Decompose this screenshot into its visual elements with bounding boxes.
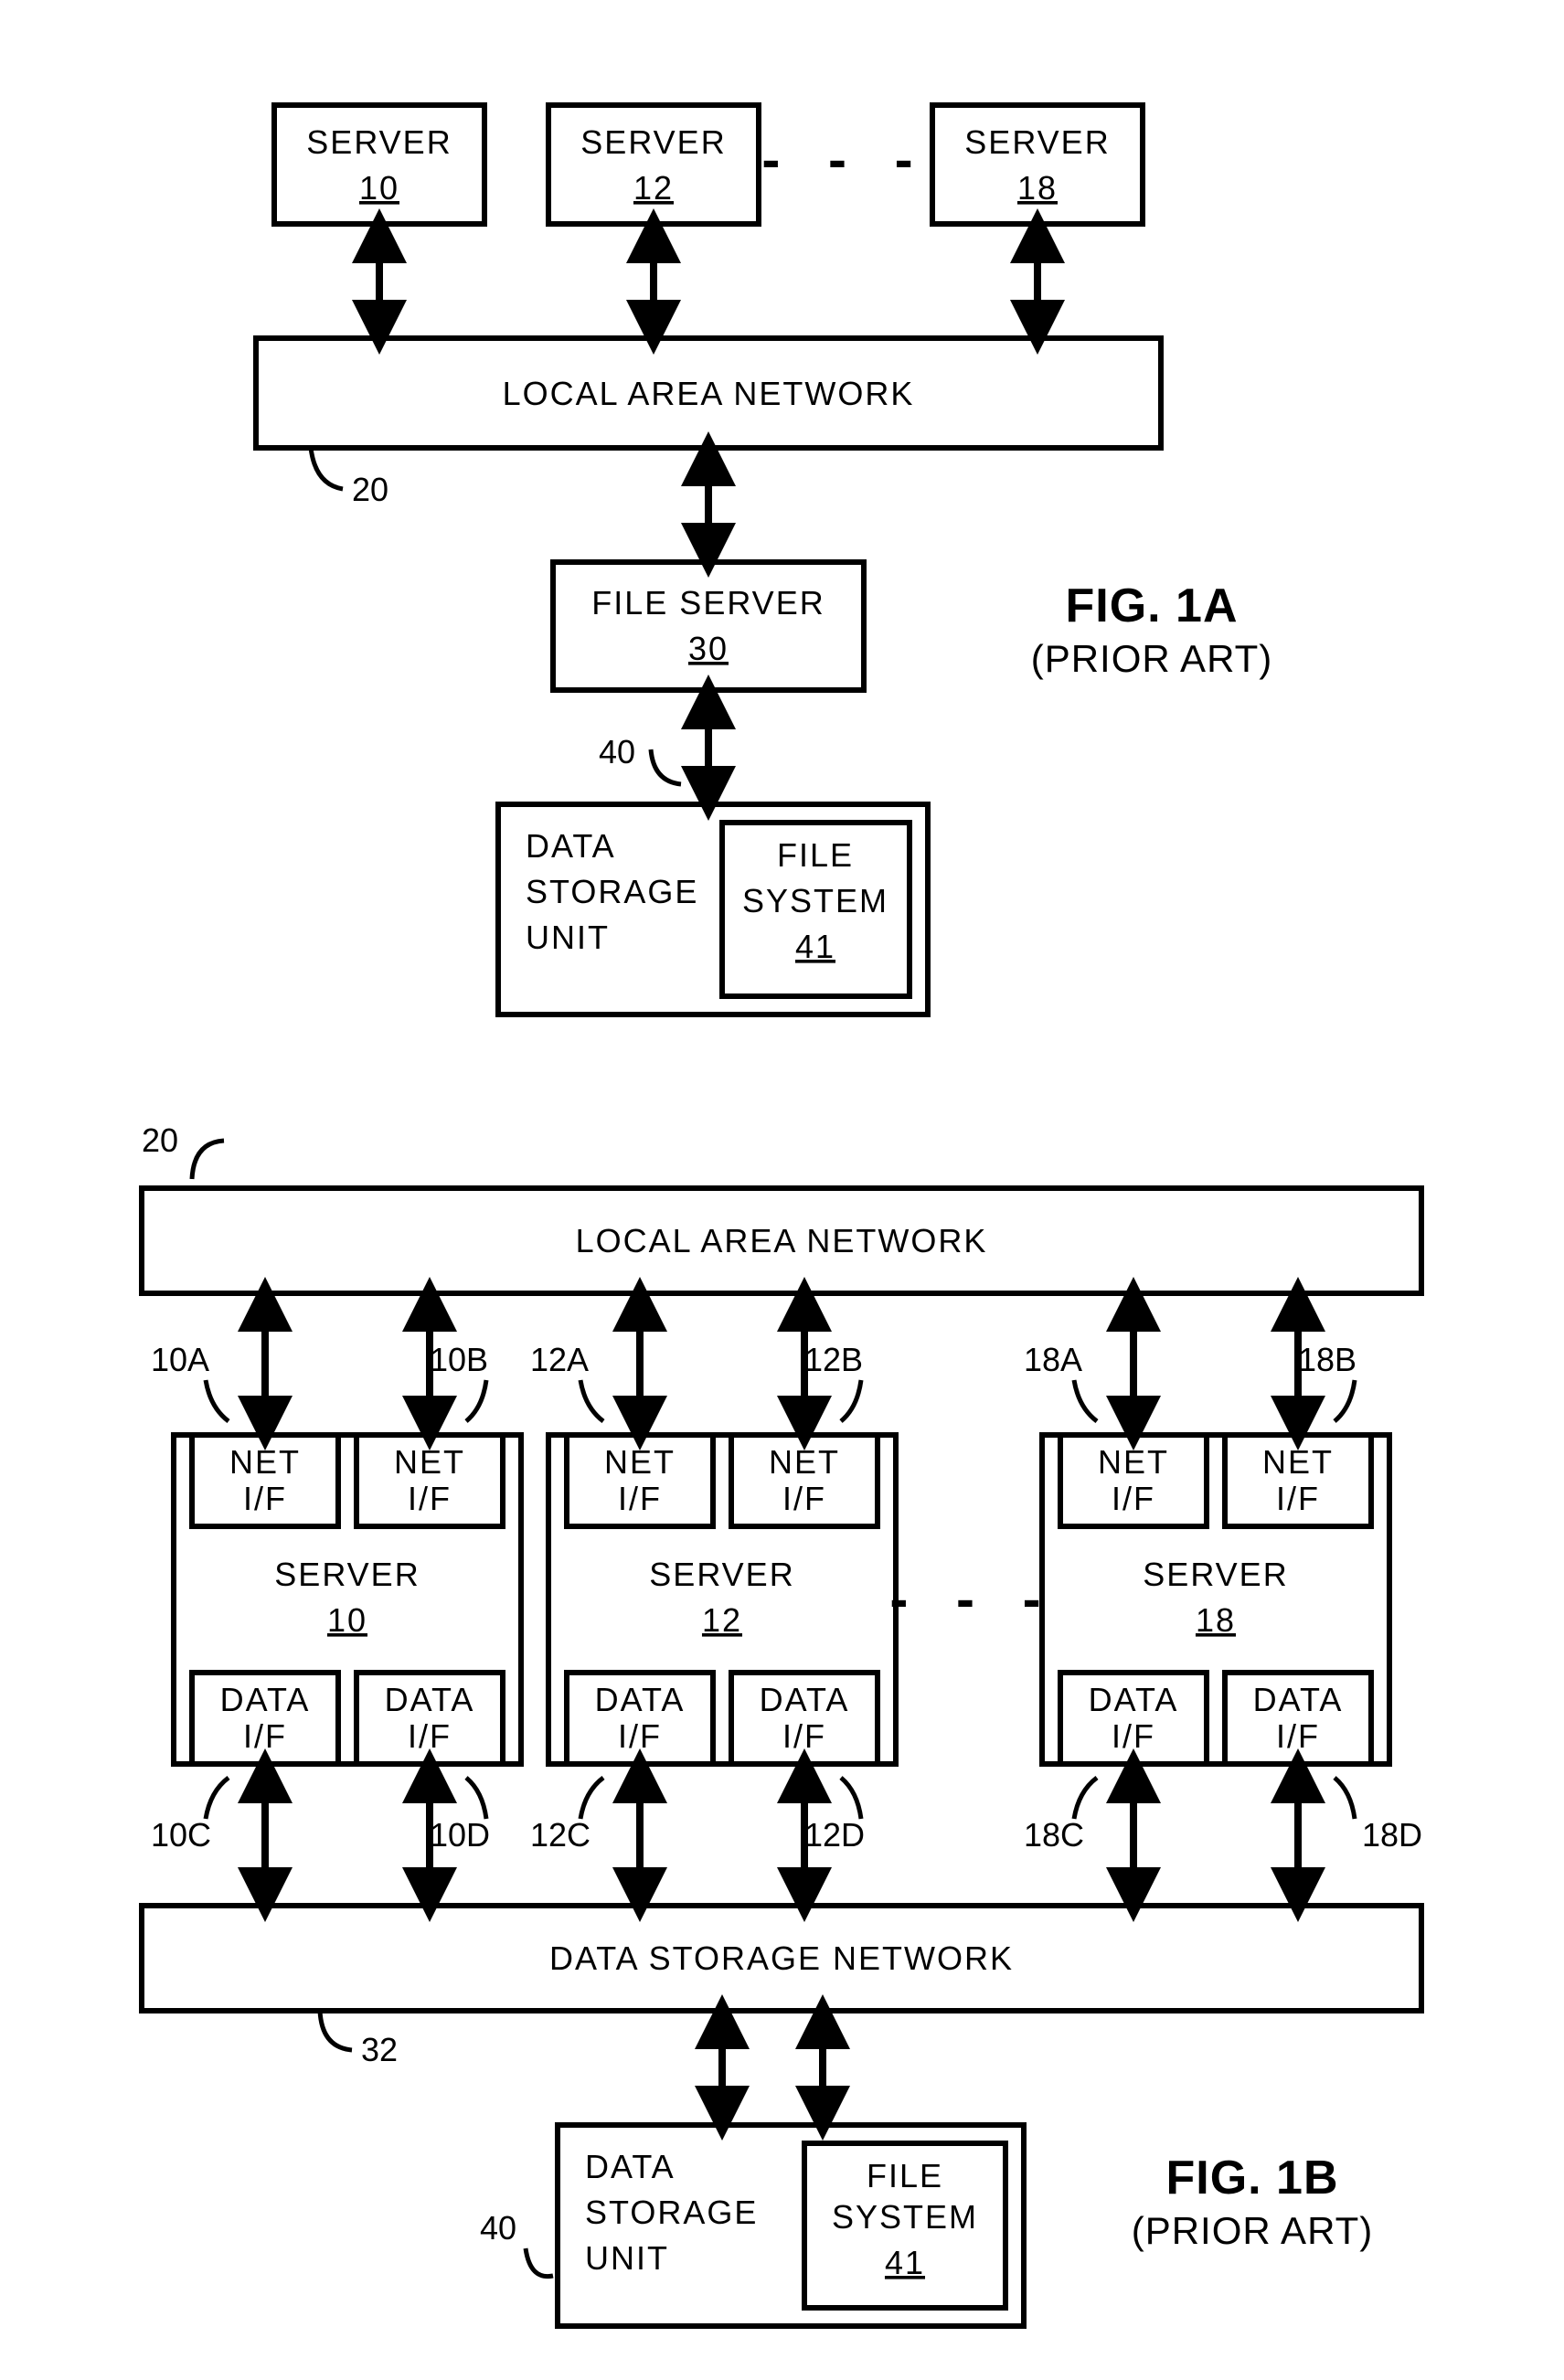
server-12b-ref: 12 bbox=[702, 1601, 742, 1639]
fs-b-l2: SYSTEM bbox=[832, 2198, 978, 2236]
dataif-10d-l1: DATA bbox=[385, 1681, 475, 1718]
netif-10a-l1: NET bbox=[229, 1443, 301, 1481]
dataif-18c-l1: DATA bbox=[1089, 1681, 1179, 1718]
file-server-box: FILE SERVER 30 bbox=[553, 562, 864, 690]
server-12-label: SERVER bbox=[580, 123, 726, 161]
dataif-10d-l2: I/F bbox=[408, 1717, 452, 1755]
lan-b-callout: 20 bbox=[142, 1121, 178, 1159]
dataif-12c-l2: I/F bbox=[618, 1717, 662, 1755]
dataif-10c-l2: I/F bbox=[243, 1717, 287, 1755]
server-10b-ref: 10 bbox=[327, 1601, 367, 1639]
dsu-b-l3: UNIT bbox=[585, 2239, 669, 2277]
lan-a-callout: 20 bbox=[352, 471, 388, 508]
dataif-18d-l1: DATA bbox=[1253, 1681, 1344, 1718]
fs-b-l1: FILE bbox=[867, 2157, 943, 2194]
dsn-callout: 32 bbox=[361, 2031, 398, 2068]
server-10b-label: SERVER bbox=[274, 1556, 420, 1593]
dsu-box-b: DATA STORAGE UNIT FILE SYSTEM 41 bbox=[558, 2125, 1024, 2326]
fs-b-ref: 41 bbox=[885, 2244, 925, 2281]
server-18b-label: SERVER bbox=[1143, 1556, 1288, 1593]
lan-box-b: LOCAL AREA NETWORK bbox=[142, 1188, 1421, 1293]
file-server-label: FILE SERVER bbox=[591, 584, 825, 622]
dsu-b-l1: DATA bbox=[585, 2148, 676, 2185]
co-12a: 12A bbox=[530, 1341, 589, 1378]
server-18-label: SERVER bbox=[964, 123, 1110, 161]
co-18c: 18C bbox=[1024, 1816, 1084, 1854]
co-18b: 18B bbox=[1298, 1341, 1357, 1378]
server-10-label: SERVER bbox=[306, 123, 452, 161]
dsu-a-callout: 40 bbox=[599, 733, 635, 770]
server-box-10: SERVER 10 bbox=[274, 105, 484, 224]
netif-18a-l2: I/F bbox=[1112, 1480, 1155, 1517]
fig-1b: 20 LOCAL AREA NETWORK NET I/F NET I/F SE… bbox=[142, 1121, 1422, 2326]
netif-10b-l2: I/F bbox=[408, 1480, 452, 1517]
dsu-a-l1: DATA bbox=[526, 827, 616, 865]
server-12-ref: 12 bbox=[633, 169, 674, 207]
fig-a-ellipsis: - - - bbox=[761, 129, 929, 190]
fig-1a: SERVER 10 SERVER 12 SERVER 18 - - - LOCA… bbox=[256, 105, 1272, 1015]
dsu-box-a: DATA STORAGE UNIT FILE SYSTEM 41 bbox=[498, 804, 928, 1015]
fig-1b-sub: (PRIOR ART) bbox=[1132, 2209, 1374, 2252]
dsu-a-l3: UNIT bbox=[526, 919, 610, 956]
fs-a-l1: FILE bbox=[777, 836, 854, 874]
server-12b-label: SERVER bbox=[649, 1556, 794, 1593]
co-10c: 10C bbox=[151, 1816, 211, 1854]
dataif-12d-l1: DATA bbox=[760, 1681, 850, 1718]
dataif-18c-l2: I/F bbox=[1112, 1717, 1155, 1755]
server-box-12: SERVER 12 bbox=[548, 105, 759, 224]
co-18d: 18D bbox=[1362, 1816, 1422, 1854]
dsn-label: DATA STORAGE NETWORK bbox=[549, 1939, 1014, 1977]
dataif-12c-l1: DATA bbox=[595, 1681, 686, 1718]
co-12c: 12C bbox=[530, 1816, 590, 1854]
dsu-b-callout: 40 bbox=[480, 2209, 516, 2247]
dsn-box: DATA STORAGE NETWORK bbox=[142, 1906, 1421, 2011]
server-18-ref: 18 bbox=[1017, 169, 1058, 207]
netif-18b-l2: I/F bbox=[1276, 1480, 1320, 1517]
file-system-box-b: FILE SYSTEM 41 bbox=[804, 2143, 1005, 2308]
netif-12a-l2: I/F bbox=[618, 1480, 662, 1517]
co-12b: 12B bbox=[804, 1341, 863, 1378]
dataif-18d-l2: I/F bbox=[1276, 1717, 1320, 1755]
file-system-box-a: FILE SYSTEM 41 bbox=[722, 823, 910, 996]
dsu-b-l2: STORAGE bbox=[585, 2194, 758, 2231]
netif-12a-l1: NET bbox=[604, 1443, 676, 1481]
co-12d: 12D bbox=[804, 1816, 865, 1854]
co-18a: 18A bbox=[1024, 1341, 1082, 1378]
fig-b-ellipsis: - - - bbox=[889, 1568, 1057, 1630]
netif-10b-l1: NET bbox=[394, 1443, 465, 1481]
fig-1a-sub: (PRIOR ART) bbox=[1031, 637, 1273, 680]
dataif-12d-l2: I/F bbox=[782, 1717, 826, 1755]
netif-18a-l1: NET bbox=[1098, 1443, 1169, 1481]
server-box-18: SERVER 18 bbox=[932, 105, 1143, 224]
netif-10a-l2: I/F bbox=[243, 1480, 287, 1517]
co-10d: 10D bbox=[430, 1816, 490, 1854]
fig-1b-title: FIG. 1B bbox=[1165, 2152, 1338, 2205]
dsu-a-l2: STORAGE bbox=[526, 873, 698, 910]
fs-a-ref: 41 bbox=[795, 928, 835, 965]
co-10b: 10B bbox=[430, 1341, 488, 1378]
server-10-ref: 10 bbox=[359, 169, 399, 207]
server-group-10: NET I/F NET I/F SERVER 10 DATA I/F DATA … bbox=[174, 1435, 521, 1764]
lan-a-label: LOCAL AREA NETWORK bbox=[503, 375, 915, 412]
dataif-10c-l1: DATA bbox=[220, 1681, 311, 1718]
netif-12b-l1: NET bbox=[769, 1443, 840, 1481]
co-10a: 10A bbox=[151, 1341, 209, 1378]
server-group-12: NET I/F NET I/F SERVER 12 DATA I/F DATA … bbox=[548, 1435, 896, 1764]
lan-b-label: LOCAL AREA NETWORK bbox=[576, 1222, 988, 1259]
netif-18b-l1: NET bbox=[1262, 1443, 1334, 1481]
diagram-page: SERVER 10 SERVER 12 SERVER 18 - - - LOCA… bbox=[0, 0, 1564, 2380]
fig-1a-title: FIG. 1A bbox=[1065, 579, 1238, 632]
fs-a-l2: SYSTEM bbox=[742, 882, 888, 919]
server-18b-ref: 18 bbox=[1196, 1601, 1236, 1639]
netif-12b-l2: I/F bbox=[782, 1480, 826, 1517]
server-group-18: NET I/F NET I/F SERVER 18 DATA I/F DATA … bbox=[1042, 1435, 1389, 1764]
diagram-svg: SERVER 10 SERVER 12 SERVER 18 - - - LOCA… bbox=[0, 0, 1564, 2380]
file-server-ref: 30 bbox=[688, 630, 729, 667]
lan-box-a: LOCAL AREA NETWORK bbox=[256, 338, 1161, 448]
